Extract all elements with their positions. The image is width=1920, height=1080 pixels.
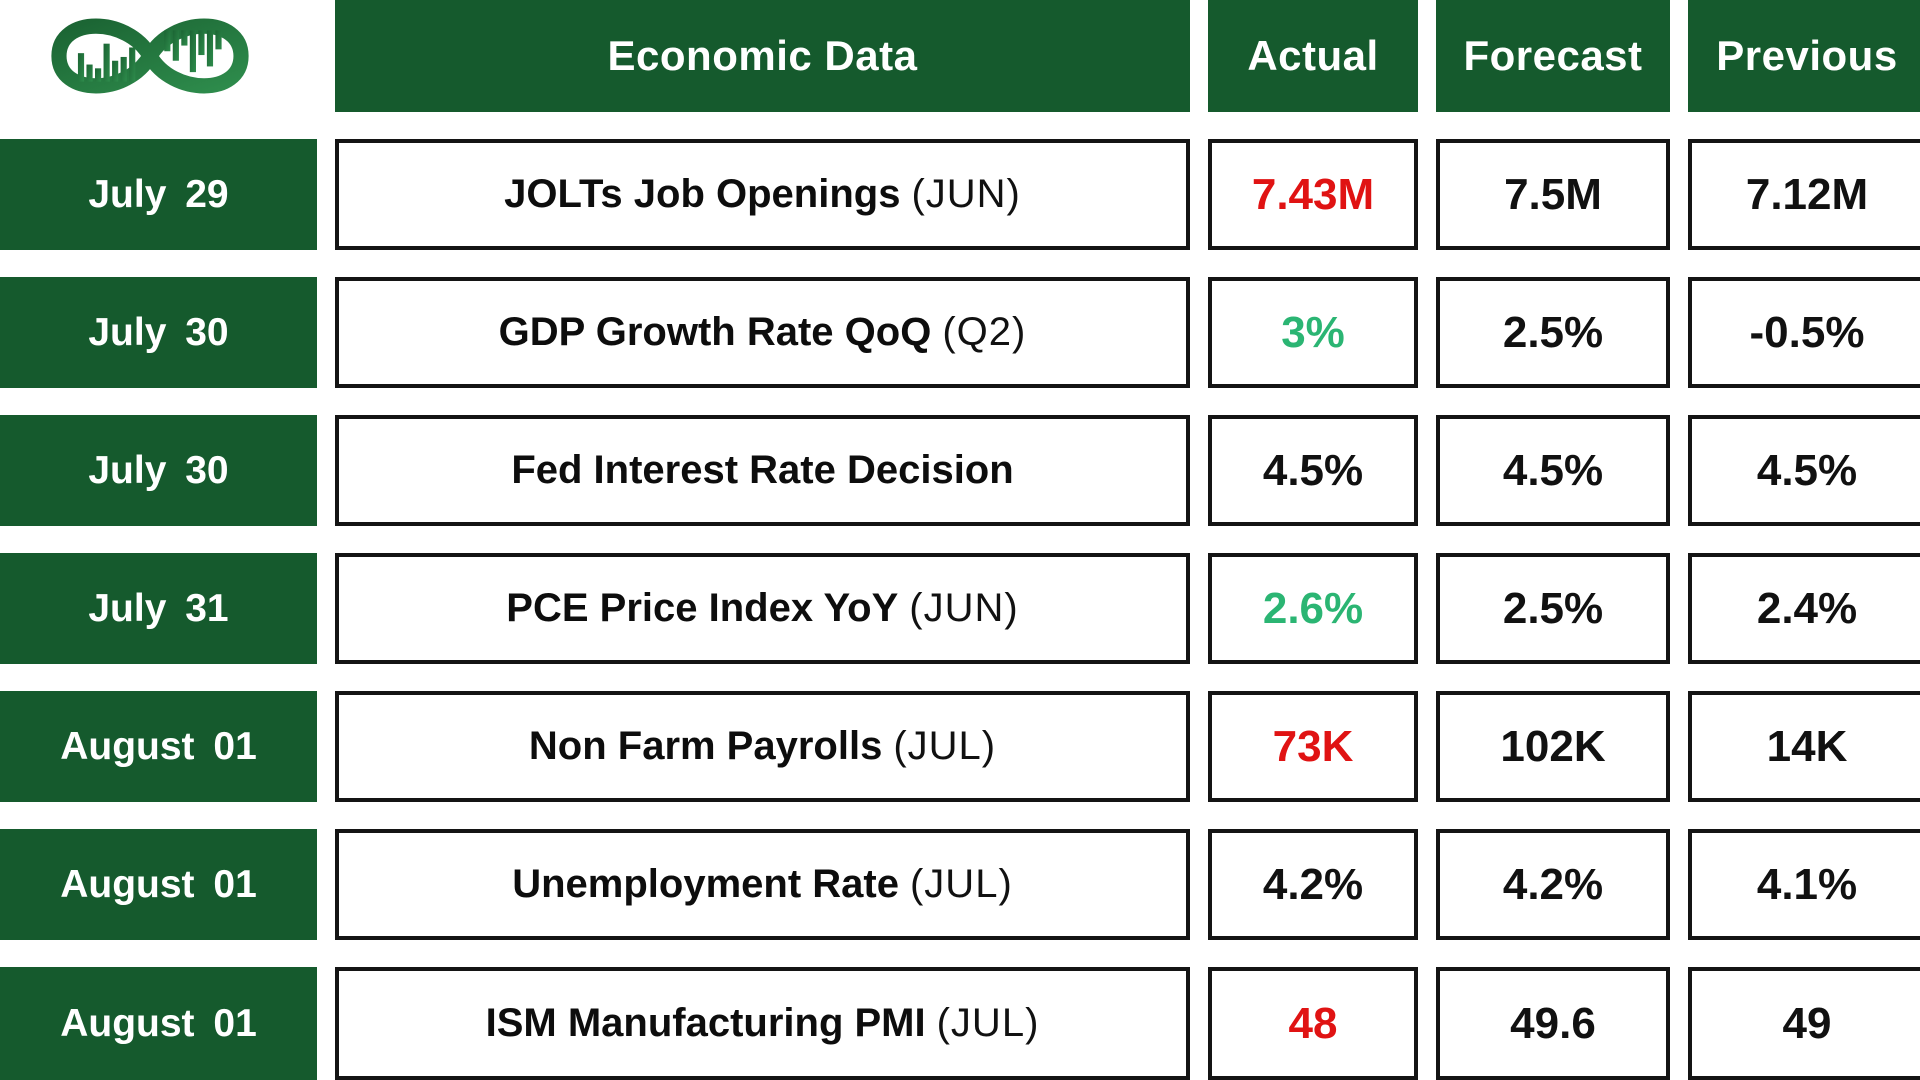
forecast-value: 7.5M (1436, 139, 1670, 250)
date-cell: July 29 (0, 139, 317, 250)
actual-value: 73K (1208, 691, 1418, 802)
event-name: JOLTs Job Openings (504, 172, 901, 216)
forecast-value: 2.5% (1436, 553, 1670, 664)
previous-value: 4.1% (1688, 829, 1920, 940)
event-period: (JUL) (909, 862, 1013, 906)
event-period: (JUN) (909, 586, 1019, 630)
forecast-value: 49.6 (1436, 967, 1670, 1080)
header-previous: Previous (1688, 0, 1920, 112)
header-economic-data: Economic Data (335, 0, 1190, 112)
forecast-value: 102K (1436, 691, 1670, 802)
event-name: GDP Growth Rate QoQ (498, 310, 932, 354)
date-cell: July 30 (0, 415, 317, 526)
previous-value: 4.5% (1688, 415, 1920, 526)
previous-value: 14K (1688, 691, 1920, 802)
event-cell: JOLTs Job Openings (JUN) (335, 139, 1190, 250)
previous-value: 49 (1688, 967, 1920, 1080)
event-period: (Q2) (942, 310, 1027, 354)
event-name: Unemployment Rate (512, 862, 899, 906)
date-cell: August 01 (0, 829, 317, 940)
date-cell: August 01 (0, 691, 317, 802)
actual-value: 2.6% (1208, 553, 1418, 664)
actual-value: 48 (1208, 967, 1418, 1080)
actual-value: 7.43M (1208, 139, 1418, 250)
header-actual: Actual (1208, 0, 1418, 112)
previous-value: -0.5% (1688, 277, 1920, 388)
event-name: PCE Price Index YoY (506, 586, 899, 630)
actual-value: 3% (1208, 277, 1418, 388)
event-cell: PCE Price Index YoY (JUN) (335, 553, 1190, 664)
event-cell: Non Farm Payrolls (JUL) (335, 691, 1190, 802)
date-cell: August 01 (0, 967, 317, 1080)
actual-value: 4.2% (1208, 829, 1418, 940)
previous-value: 2.4% (1688, 553, 1920, 664)
event-cell: Unemployment Rate (JUL) (335, 829, 1190, 940)
infinity-bar-chart-logo (51, 18, 249, 94)
header-forecast: Forecast (1436, 0, 1670, 112)
forecast-value: 2.5% (1436, 277, 1670, 388)
event-period: (JUL) (936, 1001, 1040, 1045)
forecast-value: 4.5% (1436, 415, 1670, 526)
event-cell: ISM Manufacturing PMI (JUL) (335, 967, 1190, 1080)
forecast-value: 4.2% (1436, 829, 1670, 940)
actual-value: 4.5% (1208, 415, 1418, 526)
event-period: (JUL) (893, 724, 997, 768)
event-cell: GDP Growth Rate QoQ (Q2) (335, 277, 1190, 388)
event-name: Non Farm Payrolls (528, 724, 883, 768)
logo-cell (0, 0, 317, 112)
event-name: ISM Manufacturing PMI (485, 1001, 926, 1045)
previous-value: 7.12M (1688, 139, 1920, 250)
event-period: (JUN) (911, 172, 1021, 216)
date-cell: July 30 (0, 277, 317, 388)
event-name: Fed Interest Rate Decision (511, 448, 1014, 492)
date-cell: July 31 (0, 553, 317, 664)
event-cell: Fed Interest Rate Decision (335, 415, 1190, 526)
